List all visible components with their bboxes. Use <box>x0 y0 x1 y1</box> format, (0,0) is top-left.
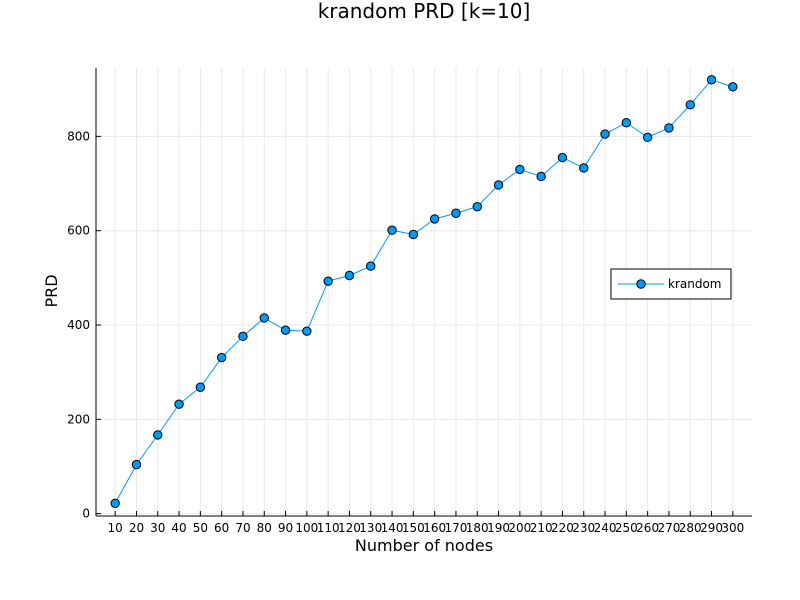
x-tick-label: 40 <box>171 521 186 535</box>
x-tick-label: 280 <box>679 521 702 535</box>
data-point <box>323 276 333 286</box>
ticks: 10 20 30 40 50 60 70 80 90 1001101201301401501601… <box>67 129 744 535</box>
x-tick-label: 150 <box>402 521 425 535</box>
x-tick-label: 120 <box>338 521 361 535</box>
x-tick-label: 140 <box>381 521 404 535</box>
data-point <box>387 225 397 235</box>
x-tick-label: 100 <box>295 521 318 535</box>
x-tick-label: 190 <box>487 521 510 535</box>
data-point <box>685 100 695 110</box>
x-tick-label: 210 <box>530 521 553 535</box>
data-point <box>429 214 440 224</box>
data-point <box>515 164 525 175</box>
x-axis-label: Number of nodes <box>355 536 493 555</box>
legend: krandom <box>610 268 732 300</box>
x-tick-label: 110 <box>317 521 340 535</box>
data-point <box>621 118 632 128</box>
x-tick-label: 60 <box>214 521 229 535</box>
data-point <box>259 313 269 323</box>
x-tick-label: 290 <box>700 521 723 535</box>
x-tick-label: 30 <box>150 521 165 535</box>
data-point <box>195 382 206 392</box>
x-tick-label: 180 <box>466 521 489 535</box>
series <box>110 75 738 508</box>
data-point <box>451 208 461 218</box>
x-tick-label: 160 <box>423 521 446 535</box>
y-tick-label: 0 <box>82 507 90 521</box>
data-point <box>408 229 419 240</box>
data-point <box>174 399 184 409</box>
x-tick-label: 170 <box>444 521 467 535</box>
data-point <box>131 459 142 470</box>
x-tick-label: 90 <box>278 521 293 535</box>
data-point <box>344 270 355 281</box>
x-tick-label: 260 <box>636 521 659 535</box>
x-tick-label: 220 <box>551 521 574 535</box>
data-point <box>664 123 674 133</box>
x-tick-label: 240 <box>594 521 617 535</box>
data-point <box>280 325 291 335</box>
x-tick-label: 300 <box>721 521 744 535</box>
data-point <box>579 163 589 173</box>
x-tick-label: 200 <box>508 521 531 535</box>
y-tick-label: 200 <box>67 412 90 426</box>
legend-label: krandom <box>668 277 722 291</box>
data-point <box>642 132 653 143</box>
y-axis-label: PRD <box>42 274 61 307</box>
data-point <box>302 326 312 336</box>
x-tick-label: 50 <box>193 521 208 535</box>
data-point <box>216 352 227 363</box>
y-tick-label: 400 <box>67 318 90 332</box>
data-point <box>728 82 738 92</box>
x-tick-label: 70 <box>235 521 250 535</box>
data-point <box>536 171 546 182</box>
x-tick-label: 10 <box>108 521 123 535</box>
axes <box>95 68 752 517</box>
chart-title: krandom PRD [k=10] <box>318 0 531 23</box>
x-tick-label: 130 <box>359 521 382 535</box>
x-tick-label: 20 <box>129 521 144 535</box>
data-point <box>153 430 163 440</box>
legend-marker <box>636 279 646 289</box>
data-point <box>238 331 248 342</box>
x-tick-label: 250 <box>615 521 638 535</box>
x-tick-label: 270 <box>657 521 680 535</box>
data-point <box>493 180 504 190</box>
x-tick-label: 80 <box>257 521 272 535</box>
data-point <box>472 201 482 212</box>
y-tick-label: 600 <box>67 224 90 238</box>
data-point <box>366 261 376 271</box>
data-point <box>600 129 610 139</box>
data-point <box>110 498 120 508</box>
y-tick-label: 800 <box>67 129 90 143</box>
x-tick-label: 230 <box>572 521 595 535</box>
data-point <box>706 75 717 85</box>
data-point <box>557 152 568 163</box>
